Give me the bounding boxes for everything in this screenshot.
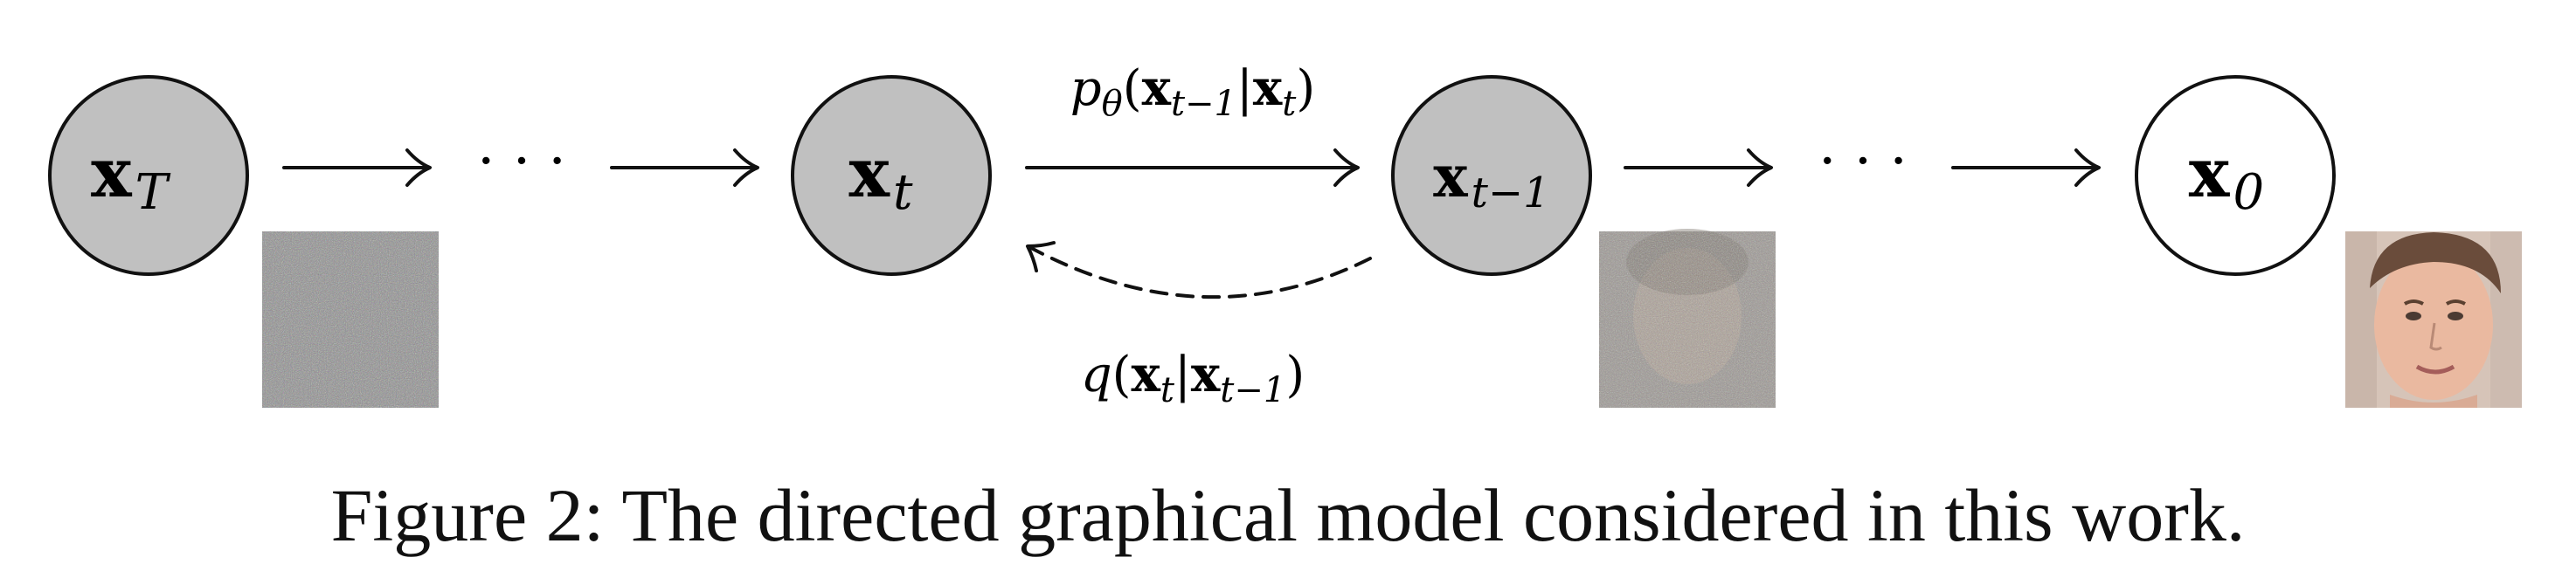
label-bar: | <box>1174 347 1191 403</box>
ellipsis-right: · · · <box>1818 129 1908 194</box>
label-subscript: t−1 <box>1171 84 1236 124</box>
svg-text:xt−1: xt−1 <box>1433 142 1549 217</box>
noise-image-xT <box>262 231 439 408</box>
label-open-paren: ( <box>1112 347 1132 403</box>
figure-caption: Figure 2: The directed graphical model c… <box>330 473 2246 557</box>
directed-graphical-model: xT xt xt−1 x0 <box>48 59 2522 410</box>
noisy-face-image-xt-minus-1 <box>1599 229 1776 408</box>
arrow-xt-minus-1-to-ellipsis <box>1624 148 1773 187</box>
node-x-t: xt <box>791 75 992 276</box>
label-subscript: t <box>1282 84 1297 124</box>
node-x-0: x0 <box>2135 75 2336 276</box>
arrow-xT-to-ellipsis <box>282 148 432 187</box>
forward-process-label: q(xt|xt−1) <box>1081 346 1305 410</box>
node-base: x <box>1433 142 1468 210</box>
arrow-xt-to-xt-minus-1 <box>1025 148 1360 187</box>
node-base: x <box>848 134 890 213</box>
label-theta: θ <box>1102 84 1123 124</box>
label-open-paren: ( <box>1123 60 1142 117</box>
label-subscript: t−1 <box>1220 370 1285 410</box>
label-x-bold: x <box>1142 59 1172 117</box>
label-x-bold: x <box>1191 346 1221 403</box>
node-subscript: 0 <box>2233 164 2264 221</box>
label-bar: | <box>1236 60 1253 117</box>
label-subscript: t <box>1160 370 1175 410</box>
node-subscript: T <box>135 164 171 221</box>
arrow-ellipsis-to-x0 <box>1951 148 2101 187</box>
label-close-paren: ) <box>1296 60 1315 117</box>
label-p: p <box>1070 60 1102 117</box>
label-x-bold: x <box>1132 346 1161 403</box>
node-x-t-minus-1: xt−1 <box>1391 75 1592 276</box>
node-base: x <box>2189 134 2231 213</box>
node-subscript: t−1 <box>1472 169 1550 217</box>
node-subscript: t <box>893 164 913 221</box>
node-base: x <box>91 134 133 213</box>
face-image-x0 <box>2345 231 2522 408</box>
label-close-paren: ) <box>1285 347 1305 403</box>
svg-text:xt: xt <box>848 134 913 221</box>
dashed-arrow-xt-minus-1-to-xt <box>1026 241 1372 299</box>
reverse-process-label: pθ(xt−1|xt) <box>1070 59 1315 124</box>
svg-text:x0: x0 <box>2189 134 2264 221</box>
label-q: q <box>1081 347 1112 403</box>
node-x-T: xT <box>48 75 249 276</box>
svg-text:xT: xT <box>91 134 171 221</box>
arrow-ellipsis-to-xt <box>610 148 759 187</box>
ellipsis-left: · · · <box>477 129 566 194</box>
label-x-bold: x <box>1253 59 1283 117</box>
